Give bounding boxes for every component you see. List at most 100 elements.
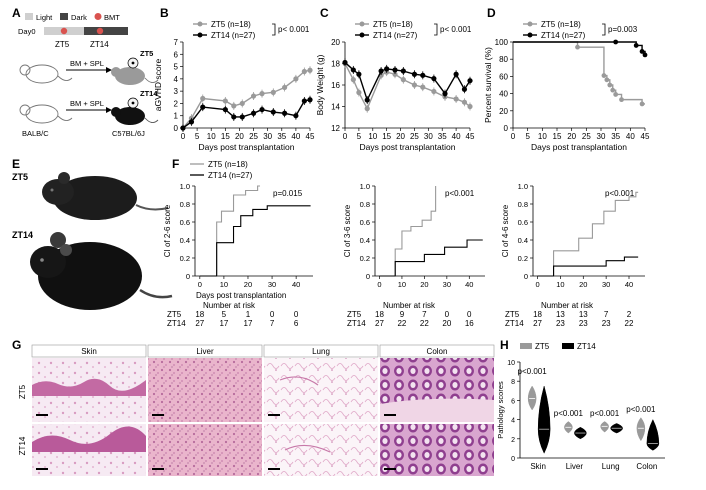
f2-at-risk-value: 22 (397, 319, 406, 328)
histology-grid: Skin Liver Lung Colon ZT5 ZT14 (18, 344, 495, 476)
recipient-strain-label: C57BL/6J (112, 129, 145, 138)
b-series-zt5-point (307, 67, 313, 73)
b-y-tick-label: 2 (174, 99, 179, 108)
f3-at-risk-title: Number at risk (541, 301, 594, 310)
f3-at-risk-value: 7 (604, 310, 609, 319)
c-series-zt5-point (420, 84, 426, 90)
f1-x-tick-label: 20 (244, 280, 252, 289)
b-x-label: Days post transplantation (199, 142, 295, 152)
f1-at-risk-value: 1 (246, 310, 251, 319)
c-series-zt14-point (461, 86, 468, 92)
f2-at-risk-value: 0 (467, 310, 472, 319)
f1-at-risk-value: 0 (270, 310, 275, 319)
d-y-tick-label: 0 (504, 124, 509, 133)
d-x-tick-label: 15 (553, 132, 562, 141)
c-x-label: Days post transplantation (360, 142, 456, 152)
f3-pvalue: p<0.001 (605, 189, 635, 198)
h-pvalue: p<0.001 (626, 405, 656, 414)
b-x-tick-label: 25 (249, 132, 258, 141)
c-series-zt14-point (378, 68, 384, 74)
b-series-zt14-point (282, 110, 288, 116)
d-series-zt14-point (639, 49, 645, 54)
h-category-label: Liver (566, 462, 584, 471)
c-series-zt14-point (411, 71, 418, 77)
h-violin-zt14 (646, 419, 660, 451)
c-series-zt5-point (411, 82, 418, 88)
f3-at-risk-value: 22 (625, 319, 634, 328)
h-violin-zt5 (527, 385, 537, 411)
c-series-zt14-point (453, 71, 459, 77)
d-series-zt14-point (613, 39, 619, 45)
f3-at-risk-row-label: ZT5 (505, 310, 520, 319)
c-series-zt14-point (442, 91, 448, 97)
d-series-zt5-line (513, 41, 645, 105)
b-y-tick-label: 5 (174, 63, 179, 72)
d-legend-marker (527, 21, 533, 27)
d-series-zt5-point (610, 87, 616, 93)
d-series-zt5-point (619, 97, 624, 103)
h-legend: ZT5 ZT14 (520, 342, 596, 351)
b-x-tick-label: 10 (207, 132, 216, 141)
c-x-tick-label: 35 (438, 132, 447, 141)
b-x-tick-label: 15 (221, 132, 230, 141)
c-x-tick-label: 30 (424, 132, 433, 141)
f2-series-zt5-line (379, 186, 437, 277)
transfer-arrowhead-bottom (106, 107, 112, 113)
f3-at-risk-value: 13 (556, 310, 565, 319)
f1-at-risk-value: 18 (195, 310, 204, 319)
f3-at-risk-value: 23 (579, 319, 588, 328)
b-pvalue: p< 0.001 (278, 25, 310, 34)
histo-liver-zt14 (148, 424, 262, 476)
histo-header-liver: Liver (196, 347, 214, 356)
f3-y-tick-label: 1.0 (518, 182, 528, 191)
h-pvalue: p<0.001 (590, 409, 620, 418)
b-series-zt5-point (301, 68, 307, 75)
f3-at-risk-row-label: ZT14 (505, 319, 524, 328)
d-series-zt5-point (639, 101, 645, 107)
panel-letter-f: F (172, 157, 179, 171)
f2-series-zt14-line (379, 239, 483, 277)
histo-header-skin: Skin (81, 347, 97, 356)
donor-strain-label: BALB/C (22, 129, 49, 138)
d-x-label: Days post transplantation (531, 142, 627, 152)
bmt-zt14-dot (96, 27, 104, 35)
c-series-zt5-point (364, 106, 370, 112)
chart-f-ci-3-6: 0 0.2 0.4 0.6 0.8 1.0 0 10 20 30 40 CI of 3-6 score… (343, 182, 485, 328)
c-x-tick-label: 45 (466, 132, 475, 141)
f2-pvalue: p<0.001 (445, 189, 475, 198)
f3-y-tick-label: 0.6 (518, 218, 528, 227)
f1-y-tick-label: 0.2 (180, 254, 190, 263)
b-series-zt5-point (293, 76, 299, 82)
f3-at-risk-value: 23 (602, 319, 611, 328)
b-series-zt5-point (270, 89, 276, 95)
b-series-zt5-point (250, 93, 257, 99)
h-y-label: Pathology scores (496, 381, 505, 439)
f1-at-risk-row-label: ZT14 (167, 319, 186, 328)
f1-y-label: CI of 2-6 score (163, 204, 172, 257)
f2-x-tick-label: 20 (420, 280, 428, 289)
f2-y-tick-label: 0.6 (360, 218, 370, 227)
f1-y-tick-label: 0 (186, 272, 190, 281)
recipient-zt14-label: ZT14 (140, 89, 158, 98)
c-series-zt5-point (400, 77, 406, 83)
legend-light-label: Light (36, 13, 53, 22)
b-legend-label: ZT5 (n=18) (211, 20, 251, 29)
bmt-zt5-dot (60, 27, 68, 35)
d-series-zt5-point (613, 92, 619, 97)
photo-label-zt14: ZT14 (12, 230, 33, 240)
b-series-zt5-point (200, 95, 206, 102)
timeline-zt5-label: ZT5 (55, 40, 70, 49)
f1-pvalue: p=0.015 (273, 189, 303, 198)
d-series-zt14-point (633, 43, 639, 48)
h-y-tick-label: 8 (511, 379, 515, 386)
f2-x-tick-label: 0 (377, 280, 381, 289)
f3-x-tick-label: 0 (535, 280, 539, 289)
f2-y-tick-label: 1.0 (360, 182, 370, 191)
panel-letter-a: A (12, 6, 21, 20)
c-series-zt5-point (356, 89, 362, 96)
f2-at-risk-title: Number at risk (383, 301, 436, 310)
b-series-zt14-point (250, 110, 257, 116)
c-legend-marker (359, 21, 365, 27)
f1-x-tick-label: 30 (268, 280, 276, 289)
b-x-tick-label: 40 (291, 132, 300, 141)
